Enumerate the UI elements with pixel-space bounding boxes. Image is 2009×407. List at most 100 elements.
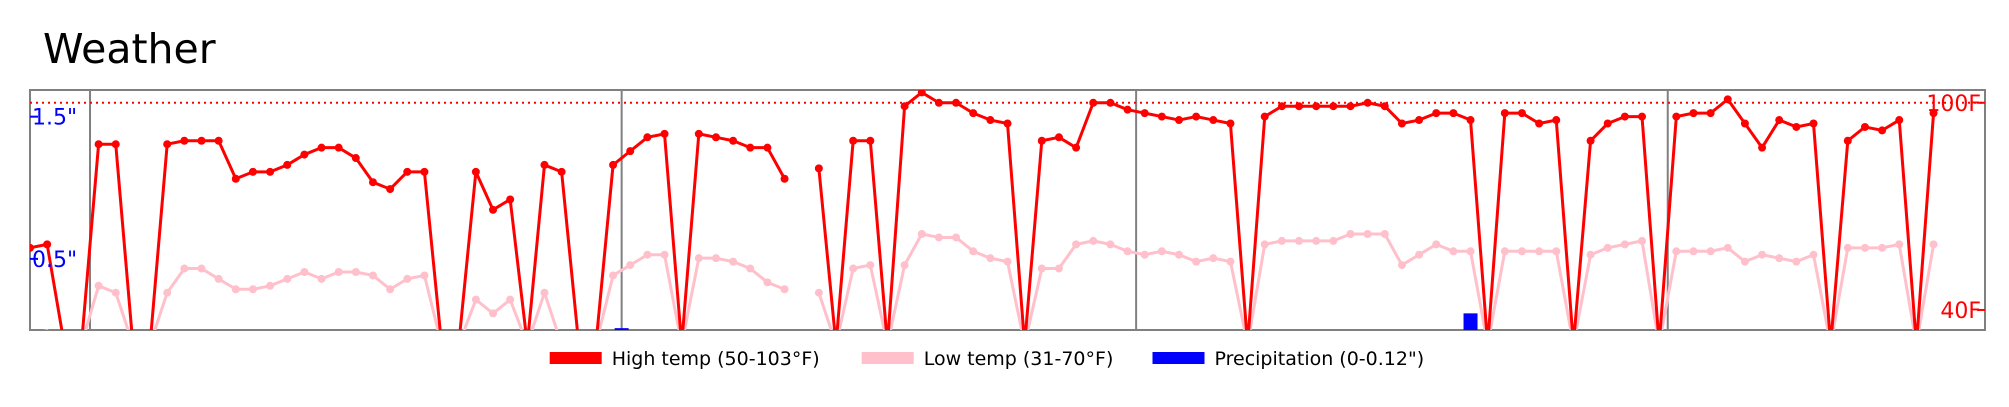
high-temp-point: [1432, 109, 1441, 118]
high-temp-point: [540, 160, 549, 169]
high-temp-point: [694, 129, 703, 138]
high-temp-point: [1638, 112, 1647, 121]
low-temp-point: [180, 264, 189, 273]
legend-label: Precipitation (0-0.12"): [1215, 348, 1425, 370]
low-temp-point: [1517, 247, 1526, 256]
low-temp-point: [660, 250, 669, 259]
high-temp-point: [866, 136, 875, 145]
low-temp-point: [1192, 257, 1201, 266]
low-temp-point: [1740, 257, 1749, 266]
low-temp-point: [1312, 236, 1321, 245]
high-temp-point: [763, 143, 772, 152]
high-temp-point: [1740, 119, 1749, 128]
left-tick-label: 0.5": [32, 248, 77, 273]
month-separators: [89, 90, 1669, 330]
low-temp-point: [969, 247, 978, 256]
high-temp-point: [1620, 112, 1629, 121]
high-temp-point: [1517, 109, 1526, 118]
high-temp-point: [197, 136, 206, 145]
high-temp-point: [1123, 105, 1132, 114]
high-temp-point: [626, 147, 635, 156]
high-temp-point: [1672, 112, 1681, 121]
low-temp-point: [1089, 236, 1098, 245]
low-temp-point: [780, 285, 789, 294]
chart-title: Weather: [43, 25, 216, 73]
precipitation-bars: [614, 313, 1478, 330]
high-temp-point: [814, 164, 823, 173]
high-temp-point: [1192, 112, 1201, 121]
high-temp-point: [94, 140, 103, 149]
low-temp-point: [1432, 240, 1441, 249]
high-temp-point: [1723, 95, 1732, 104]
low-temp-point: [266, 281, 275, 290]
low-temp-point: [231, 285, 240, 294]
low-temp-point: [866, 261, 875, 270]
high-temp-point: [1295, 102, 1304, 111]
low-temp-point: [403, 274, 412, 283]
high-temp-point: [1860, 122, 1869, 131]
legend-label: Low temp (31-70°F): [924, 348, 1114, 370]
low-temp-point: [1895, 240, 1904, 249]
high-temp-point: [609, 160, 618, 169]
low-temp-point: [1363, 230, 1372, 238]
low-temp-point: [711, 254, 720, 263]
low-temp-point: [111, 288, 120, 297]
low-temp-point: [1809, 250, 1818, 259]
high-temp-point: [1329, 102, 1338, 111]
high-temp-point: [934, 98, 943, 107]
high-temp-point: [1072, 143, 1081, 152]
high-temp-point: [1209, 116, 1218, 125]
high-temp-point: [1003, 119, 1012, 128]
low-temp-point: [1860, 243, 1869, 252]
low-temp-line: [42, 253, 786, 330]
low-temp-point: [351, 267, 360, 276]
high-temp-point: [1775, 116, 1784, 125]
low-temp-point: [1792, 257, 1801, 266]
high-temp-point: [1346, 102, 1355, 111]
high-temp-point: [643, 133, 652, 142]
high-temp-point: [1380, 102, 1389, 111]
low-temp-point: [1706, 247, 1715, 256]
low-temp-point: [986, 254, 995, 263]
high-temp-point: [1878, 126, 1887, 135]
low-temp-point: [214, 274, 223, 283]
high-temp-point: [1895, 116, 1904, 125]
high-temp-point: [1312, 102, 1321, 111]
precip-bar: [1463, 313, 1478, 330]
high-temp-point: [1037, 136, 1046, 145]
low-temp-point: [197, 264, 206, 273]
low-temp-series: [42, 230, 1938, 330]
high-temp-point: [1157, 112, 1166, 121]
legend-swatch: [549, 352, 602, 364]
high-temp-point: [1586, 136, 1595, 145]
high-temp-point: [729, 136, 738, 145]
low-temp-point: [1054, 264, 1063, 273]
high-temp-point: [386, 185, 395, 194]
low-temp-point: [1295, 236, 1304, 245]
high-temp-point: [489, 205, 498, 214]
high-temp-point: [780, 174, 789, 183]
axis-ticks: 0.5" 1.5" 40F 100F: [30, 92, 1985, 324]
high-temp-point: [1500, 109, 1509, 118]
low-temp-point: [1758, 250, 1767, 259]
high-temp-point: [1226, 119, 1235, 128]
high-temp-point: [283, 160, 292, 169]
legend-swatch: [1152, 352, 1205, 364]
high-temp-point: [986, 116, 995, 125]
low-temp-point: [471, 295, 480, 304]
high-temp-point: [1415, 116, 1424, 125]
low-temp-point: [814, 288, 823, 297]
low-temp-point: [1603, 243, 1612, 252]
low-temp-point: [317, 274, 326, 283]
low-temp-point: [917, 230, 926, 238]
low-temp-point: [420, 271, 429, 280]
high-temp-line: [817, 90, 1936, 330]
legend: High temp (50-103°F) Low temp (31-70°F) Pr…: [549, 348, 1425, 370]
low-temp-point: [1552, 247, 1561, 256]
high-temp-point: [1809, 119, 1818, 128]
high-temp-series: [30, 90, 1938, 330]
low-temp-point: [763, 278, 772, 287]
high-temp-point: [471, 167, 480, 176]
high-temp-point: [1758, 143, 1767, 152]
